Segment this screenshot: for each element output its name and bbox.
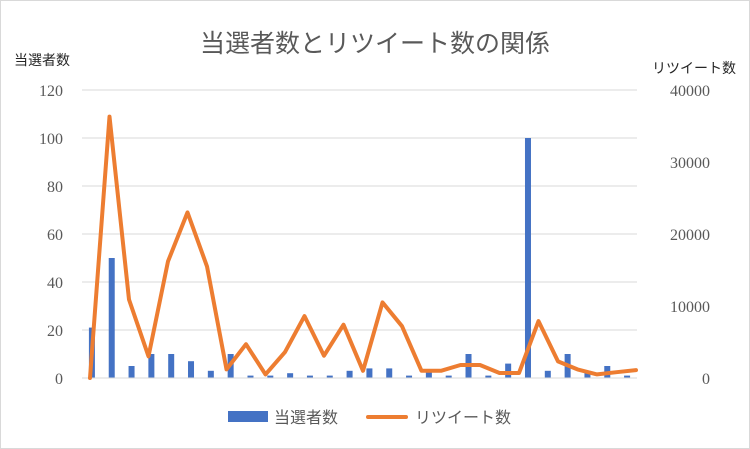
line-series <box>88 114 638 380</box>
y-axis-right-ticks: 0 10000 20000 30000 40000 <box>670 83 710 388</box>
y-left-tick-label: 80 <box>47 179 63 196</box>
y-left-tick-label: 120 <box>39 83 63 100</box>
legend: 当選者数 リツイート数 <box>228 408 511 427</box>
series-line <box>88 114 638 380</box>
legend-bar-label: 当選者数 <box>274 408 338 427</box>
bar <box>584 370 591 378</box>
bar <box>326 375 333 378</box>
bar <box>544 370 551 378</box>
bar <box>267 375 274 378</box>
y-right-tick-label: 20000 <box>670 227 710 244</box>
legend-bar-swatch <box>228 411 268 422</box>
bar <box>485 375 492 378</box>
bar <box>287 373 294 378</box>
y-axis-right-label: リツイート数 <box>652 61 736 77</box>
y-axis-left-ticks: 0 20 40 60 80 100 120 <box>39 83 63 388</box>
bar <box>346 370 353 378</box>
y-left-tick-label: 60 <box>47 227 63 244</box>
bar <box>406 375 413 378</box>
bar <box>108 258 115 378</box>
bar <box>168 354 175 378</box>
y-left-tick-label: 0 <box>55 371 63 388</box>
y-left-tick-label: 100 <box>39 131 63 148</box>
y-axis-left-label: 当選者数 <box>14 53 70 69</box>
y-left-tick-label: 20 <box>47 323 63 340</box>
bar <box>445 375 452 378</box>
bar <box>188 361 195 378</box>
bar <box>524 138 531 378</box>
bar <box>624 375 631 378</box>
bar <box>148 354 155 378</box>
bar <box>306 375 313 378</box>
bar <box>128 366 135 378</box>
bar <box>247 375 254 378</box>
bar <box>207 370 214 378</box>
y-right-tick-label: 40000 <box>670 83 710 100</box>
y-right-tick-label: 0 <box>702 371 710 388</box>
bar <box>505 363 512 378</box>
bar <box>386 368 393 378</box>
y-right-tick-label: 10000 <box>670 299 710 316</box>
legend-line-label: リツイート数 <box>415 408 511 427</box>
bar <box>366 368 373 378</box>
chart-title: 当選者数とリツイート数の関係 <box>200 29 550 58</box>
y-left-tick-label: 40 <box>47 275 63 292</box>
y-right-tick-label: 30000 <box>670 155 710 172</box>
bar <box>425 370 432 378</box>
